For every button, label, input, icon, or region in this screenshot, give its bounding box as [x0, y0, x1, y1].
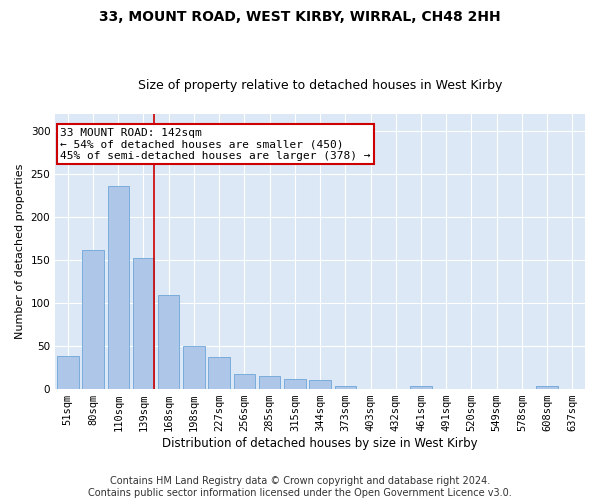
X-axis label: Distribution of detached houses by size in West Kirby: Distribution of detached houses by size … — [162, 437, 478, 450]
Bar — [259, 376, 280, 389]
Bar — [82, 250, 104, 389]
Title: Size of property relative to detached houses in West Kirby: Size of property relative to detached ho… — [138, 79, 502, 92]
Bar — [133, 258, 154, 389]
Text: 33 MOUNT ROAD: 142sqm
← 54% of detached houses are smaller (450)
45% of semi-det: 33 MOUNT ROAD: 142sqm ← 54% of detached … — [61, 128, 371, 161]
Bar — [107, 186, 129, 389]
Bar — [284, 379, 305, 389]
Bar — [57, 356, 79, 389]
Text: 33, MOUNT ROAD, WEST KIRBY, WIRRAL, CH48 2HH: 33, MOUNT ROAD, WEST KIRBY, WIRRAL, CH48… — [99, 10, 501, 24]
Bar — [183, 346, 205, 389]
Bar — [158, 296, 179, 389]
Bar — [208, 358, 230, 389]
Y-axis label: Number of detached properties: Number of detached properties — [15, 164, 25, 339]
Bar — [410, 386, 432, 389]
Bar — [536, 386, 558, 389]
Bar — [233, 374, 255, 389]
Bar — [335, 386, 356, 389]
Bar — [310, 380, 331, 389]
Text: Contains HM Land Registry data © Crown copyright and database right 2024.
Contai: Contains HM Land Registry data © Crown c… — [88, 476, 512, 498]
